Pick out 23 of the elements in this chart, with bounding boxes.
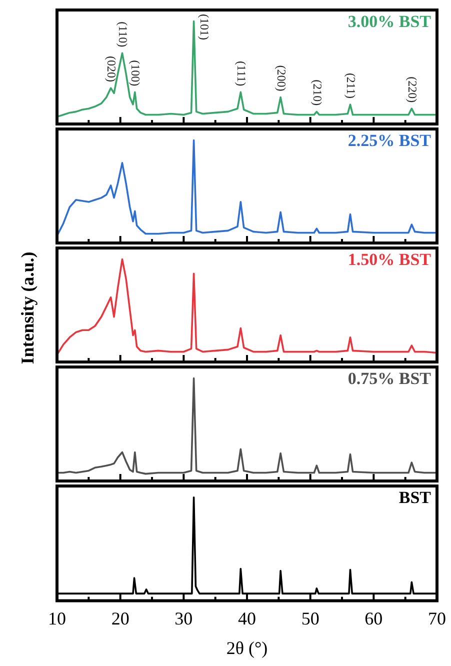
annotation: (101) (198, 14, 212, 40)
annotation: (210) (310, 80, 325, 106)
annotation: (220) (406, 76, 420, 103)
x-tick-label: 30 (174, 608, 193, 628)
x-tick-label: 20 (111, 608, 130, 628)
annotation: (110) (116, 22, 130, 48)
y-axis-title: Intensity (a.u.) (18, 251, 38, 364)
annotation: (100) (128, 60, 143, 86)
text: 3.00% BST (348, 12, 432, 31)
text: 2.25% BST (348, 130, 432, 150)
x-tick-label: 10 (48, 608, 66, 628)
text: 0.75% BST (348, 368, 432, 388)
x-tick-label: 40 (238, 608, 256, 628)
x-axis-title: 2θ (°) (226, 638, 268, 658)
annotation: (111) (234, 61, 249, 86)
x-tick-label: 60 (364, 608, 383, 628)
text: 1.50% BST (348, 250, 432, 269)
x-tick-label: 70 (428, 608, 446, 628)
text: BST (398, 488, 432, 507)
x-tick-label: 50 (301, 608, 320, 628)
annotation: (200) (274, 65, 288, 92)
annotation: (020) (104, 56, 119, 82)
annotation: (211) (344, 72, 358, 98)
